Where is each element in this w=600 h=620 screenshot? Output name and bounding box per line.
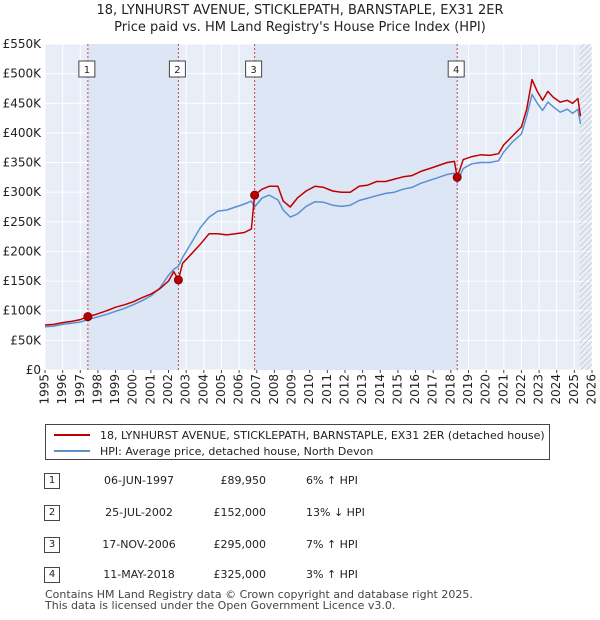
sale-date: 06-JUN-1997 bbox=[103, 474, 175, 487]
sale-point-marker bbox=[452, 172, 462, 182]
ownership-shade bbox=[254, 44, 458, 370]
y-tick-label: £250K bbox=[3, 215, 43, 229]
x-tick-label: 2000 bbox=[126, 374, 140, 405]
x-tick-label: 2014 bbox=[373, 374, 387, 405]
x-tick-label: 2022 bbox=[514, 374, 528, 405]
property-line-swatch bbox=[54, 434, 90, 436]
x-tick-label: 2007 bbox=[249, 374, 263, 405]
sale-label-text: 3 bbox=[250, 65, 256, 76]
sale-hpi-diff: 3% ↑ HPI bbox=[306, 568, 358, 581]
sale-point-marker bbox=[83, 312, 93, 322]
hpi-line-swatch bbox=[54, 450, 90, 452]
x-tick-label: 1998 bbox=[90, 374, 104, 405]
x-tick-label: 2004 bbox=[196, 374, 210, 405]
x-tick-label: 2011 bbox=[320, 374, 334, 405]
sale-date: 17-NOV-2006 bbox=[102, 538, 176, 551]
y-tick-label: £50K bbox=[10, 333, 42, 347]
title-line-2: Price paid vs. HM Land Registry's House … bbox=[114, 20, 486, 35]
x-tick-label: 2013 bbox=[355, 374, 369, 405]
footer-attribution: Contains HM Land Registry data © Crown c… bbox=[45, 589, 473, 611]
sale-date: 11-MAY-2018 bbox=[103, 568, 175, 581]
x-tick-label: 2016 bbox=[408, 374, 422, 405]
legend-item-hpi: HPI: Average price, detached house, Nort… bbox=[54, 443, 373, 459]
y-tick-label: £100K bbox=[3, 304, 43, 318]
sale-label-box bbox=[168, 60, 186, 78]
y-tick-label: £350K bbox=[3, 156, 43, 170]
title-line-1: 18, LYNHURST AVENUE, STICKLEPATH, BARNST… bbox=[96, 3, 504, 18]
x-tick-label: 2009 bbox=[285, 374, 299, 405]
sale-price: £325,000 bbox=[213, 568, 267, 581]
sale-label-box bbox=[245, 60, 263, 78]
sale-number-badge: 1 bbox=[44, 473, 60, 489]
x-tick-label: 2018 bbox=[443, 374, 457, 405]
footer-line-2: This data is licensed under the Open Gov… bbox=[45, 599, 396, 612]
property-series-line bbox=[44, 78, 582, 326]
sale-label-text: 1 bbox=[84, 65, 90, 76]
footer-line-1: Contains HM Land Registry data © Crown c… bbox=[45, 588, 473, 601]
sale-label-text: 4 bbox=[453, 65, 459, 76]
legend-item-property: 18, LYNHURST AVENUE, STICKLEPATH, BARNST… bbox=[54, 427, 545, 443]
y-tick-label: £150K bbox=[3, 274, 43, 288]
sale-point-marker bbox=[173, 275, 183, 285]
sale-row: 4 11-MAY-2018 £325,000 3% ↑ HPI bbox=[44, 566, 544, 586]
y-tick-label: £0 bbox=[26, 363, 41, 377]
ownership-shade bbox=[87, 44, 179, 370]
forecast-hatch bbox=[579, 44, 592, 370]
sale-hpi-diff: 13% ↓ HPI bbox=[306, 506, 365, 519]
legend-hpi-label: HPI: Average price, detached house, Nort… bbox=[100, 444, 374, 458]
sale-date: 25-JUL-2002 bbox=[105, 506, 173, 519]
x-tick-label: 2015 bbox=[390, 374, 404, 405]
x-tick-label: 1996 bbox=[55, 374, 69, 405]
x-tick-label: 2020 bbox=[479, 374, 493, 405]
x-tick-label: 2003 bbox=[179, 374, 193, 405]
sale-label-box bbox=[447, 60, 465, 78]
x-tick-label: 2026 bbox=[585, 374, 599, 405]
x-tick-label: 2017 bbox=[426, 374, 440, 405]
sale-number-badge: 2 bbox=[44, 505, 60, 521]
y-tick-label: £400K bbox=[3, 126, 43, 140]
sale-row: 3 17-NOV-2006 £295,000 7% ↑ HPI bbox=[44, 536, 544, 556]
chart-legend: 18, LYNHURST AVENUE, STICKLEPATH, BARNST… bbox=[45, 424, 550, 460]
x-tick-label: 2019 bbox=[461, 374, 475, 405]
price-chart: 1 2 3 4 £0 £50K £100K £150K £200K £250K £300K £350… bbox=[3, 37, 599, 405]
x-tick-label: 2010 bbox=[302, 374, 316, 405]
chart-title: 18, LYNHURST AVENUE, STICKLEPATH, BARNST… bbox=[0, 2, 600, 36]
x-tick-label: 2005 bbox=[214, 374, 228, 405]
x-tick-label: 2023 bbox=[532, 374, 546, 405]
sale-row: 2 25-JUL-2002 £152,000 13% ↓ HPI bbox=[44, 504, 544, 524]
x-tick-label: 2012 bbox=[337, 374, 351, 405]
legend-property-label: 18, LYNHURST AVENUE, STICKLEPATH, BARNST… bbox=[100, 428, 545, 442]
sale-price: £89,950 bbox=[220, 474, 267, 487]
x-tick-label: 2002 bbox=[161, 374, 175, 405]
x-tick-label: 2025 bbox=[567, 374, 581, 405]
y-tick-label: £200K bbox=[3, 244, 43, 258]
x-tick-label: 1995 bbox=[38, 374, 52, 405]
y-tick-label: £450K bbox=[3, 96, 43, 110]
hpi-series-line bbox=[44, 93, 582, 328]
y-tick-label: £500K bbox=[3, 67, 43, 81]
sale-hpi-diff: 6% ↑ HPI bbox=[306, 474, 358, 487]
sale-price: £152,000 bbox=[213, 506, 267, 519]
sale-row: 1 06-JUN-1997 £89,950 6% ↑ HPI bbox=[44, 472, 544, 492]
sale-label-text: 2 bbox=[174, 65, 180, 76]
x-tick-label: 2021 bbox=[496, 374, 510, 405]
sale-price: £295,000 bbox=[213, 538, 267, 551]
sale-number-badge: 4 bbox=[44, 567, 60, 583]
sale-label-box bbox=[78, 60, 96, 78]
sale-hpi-diff: 7% ↑ HPI bbox=[306, 538, 358, 551]
x-tick-label: 2006 bbox=[232, 374, 246, 405]
x-tick-label: 2001 bbox=[143, 374, 157, 405]
x-tick-label: 2008 bbox=[267, 374, 281, 405]
sale-number-badge: 3 bbox=[44, 537, 60, 553]
y-tick-label: £550K bbox=[3, 37, 43, 51]
y-tick-label: £300K bbox=[3, 185, 43, 199]
x-tick-label: 1999 bbox=[108, 374, 122, 405]
x-tick-label: 1997 bbox=[73, 374, 87, 405]
sale-point-marker bbox=[250, 190, 260, 200]
x-tick-label: 2024 bbox=[549, 374, 563, 405]
